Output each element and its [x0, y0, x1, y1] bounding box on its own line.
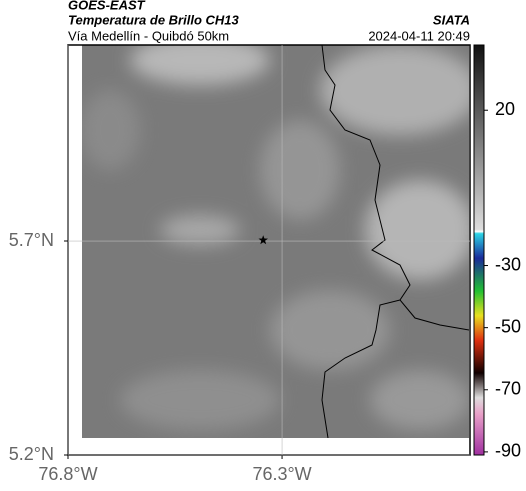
- satellite-image: [82, 45, 469, 438]
- y-tick-label: 5.7°N: [9, 230, 54, 250]
- datetime: 2024-04-11 20:49: [368, 28, 470, 43]
- colorbar-label: -50: [495, 316, 521, 336]
- region: Vía Medellín - Quibdó 50km: [68, 28, 229, 43]
- y-tick-label: 5.2°N: [9, 444, 54, 464]
- colorbar-label: -90: [495, 441, 521, 461]
- satellite: GOES-EAST: [68, 0, 146, 12]
- x-tick-label: 76.3°W: [252, 464, 311, 484]
- colorbar-label: -70: [495, 379, 521, 399]
- colorbar: [473, 44, 485, 456]
- colorbar-label: 20: [495, 99, 515, 119]
- product: Temperatura de Brillo CH13: [68, 12, 240, 27]
- x-tick-label: 76.8°W: [38, 464, 97, 484]
- source: SIATA: [433, 12, 470, 27]
- location-marker: [258, 235, 268, 245]
- colorbar-label: -30: [495, 254, 521, 274]
